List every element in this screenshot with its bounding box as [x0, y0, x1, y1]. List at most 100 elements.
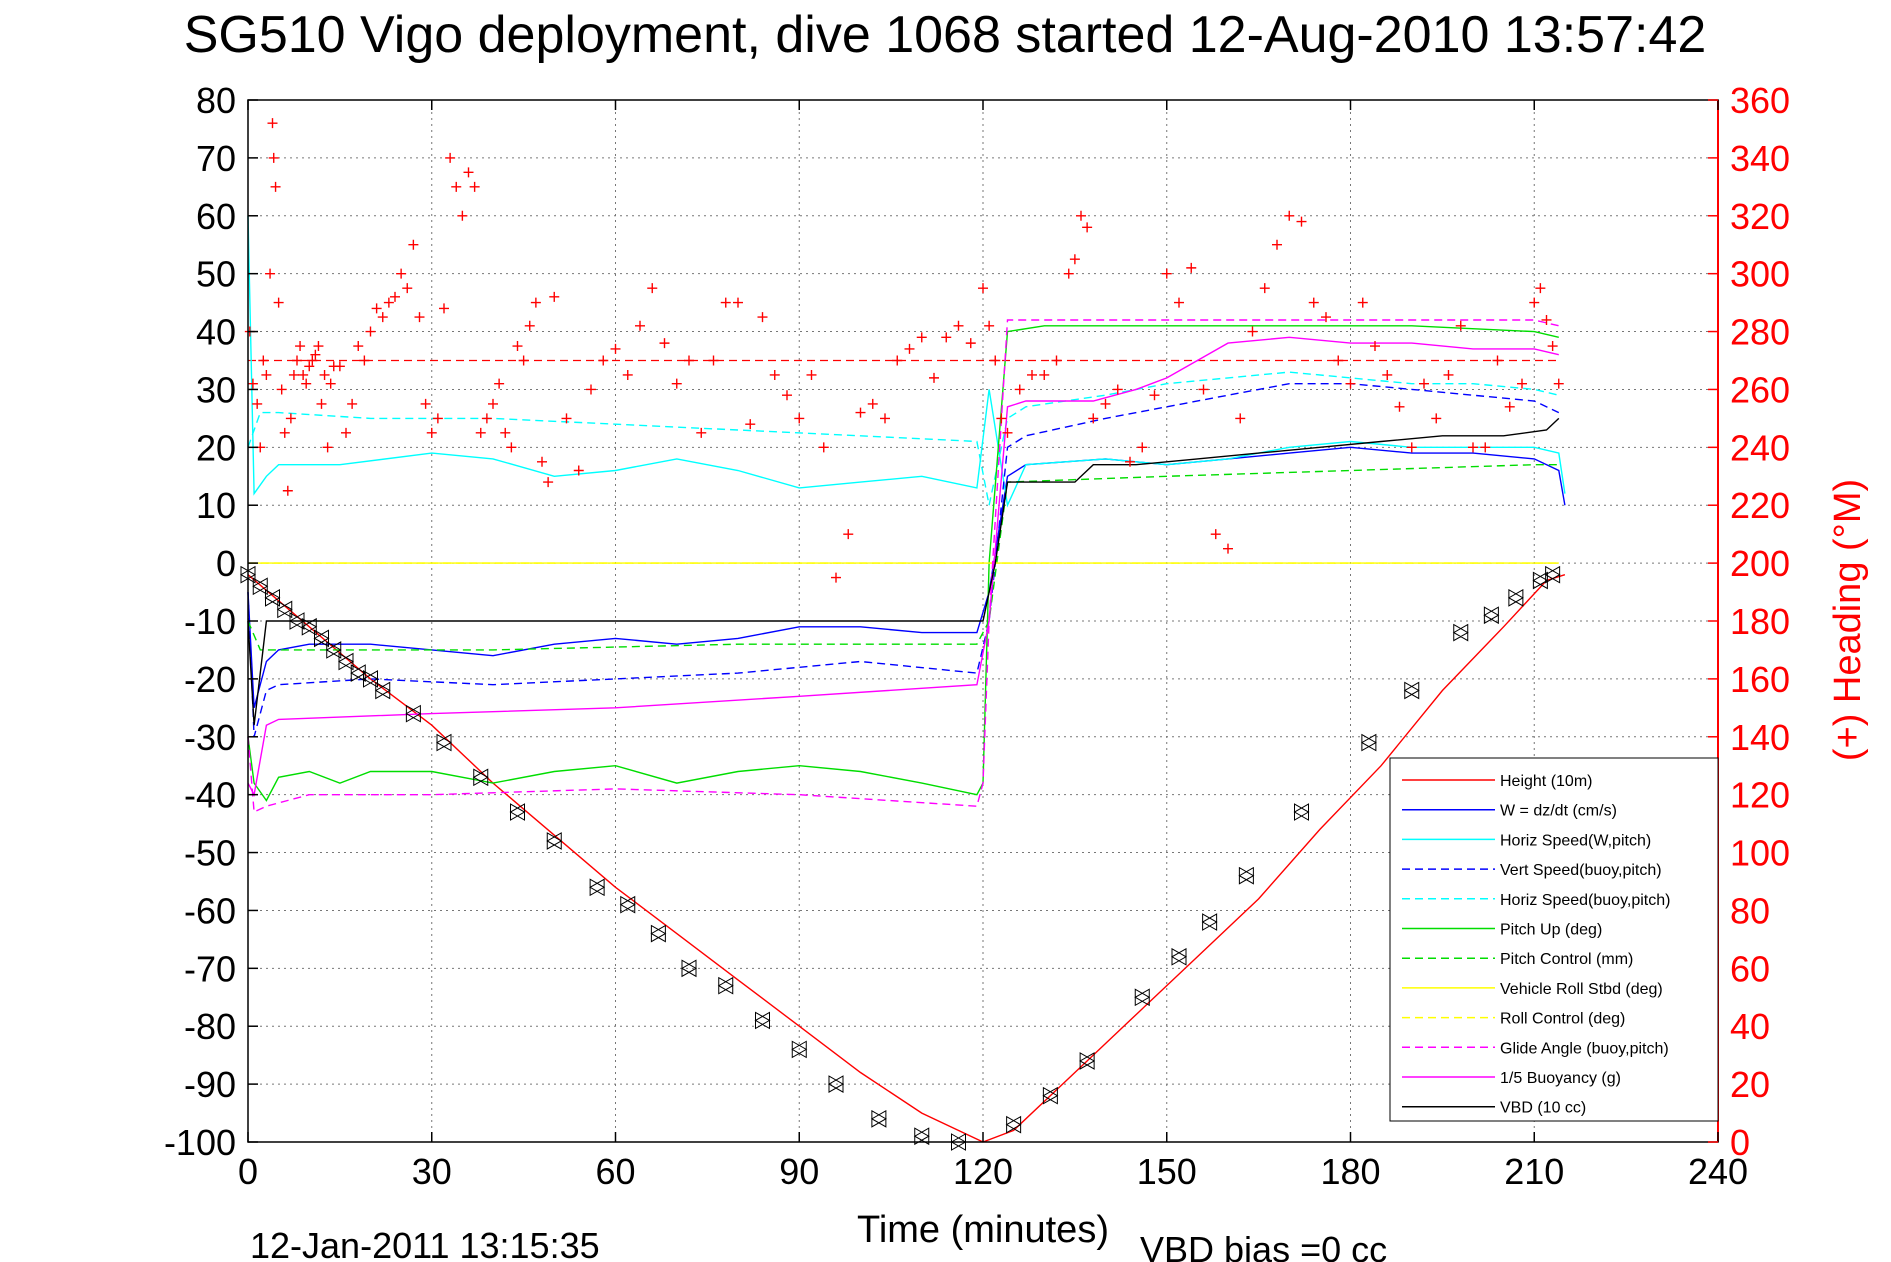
x-axis-label: Time (minutes): [857, 1209, 1109, 1251]
chart-title: SG510 Vigo deployment, dive 1068 started…: [184, 6, 1707, 64]
heading-point: [892, 355, 903, 366]
heading-point: [1272, 239, 1282, 250]
legend-label: W = dz/dt (cm/s): [1500, 803, 1617, 820]
heading-point: [402, 283, 413, 294]
y2-tick-label: 0: [1730, 1122, 1750, 1163]
heading-point: [319, 369, 330, 380]
y-tick-label: -40: [184, 775, 236, 816]
heading-point: [439, 303, 449, 314]
x-tick-label: 240: [1688, 1151, 1748, 1192]
heading-point: [953, 320, 964, 331]
dive-marker: [680, 959, 698, 978]
dive-marker: [325, 641, 342, 659]
heading-point: [353, 341, 364, 352]
heading-point: [561, 413, 572, 424]
x-tick-label: 30: [412, 1151, 452, 1192]
heading-point: [684, 355, 694, 366]
heading-point: [782, 390, 792, 401]
series-line: [247, 446, 1566, 708]
y-tick-label: -90: [184, 1064, 236, 1105]
y2-tick-label: 360: [1730, 80, 1790, 121]
y2-tick-label: 180: [1730, 601, 1790, 642]
heading-point: [396, 268, 407, 279]
legend-label: Roll Control (deg): [1500, 1011, 1625, 1028]
heading-point: [276, 384, 287, 395]
heading-point: [426, 427, 437, 438]
heading-point: [831, 572, 841, 583]
heading-point: [1247, 326, 1258, 337]
dive-marker: [264, 588, 281, 607]
y2-tick-label: 160: [1730, 659, 1790, 700]
heading-point: [1468, 442, 1478, 453]
dive-marker: [1079, 1052, 1096, 1070]
heading-point: [1419, 378, 1429, 389]
heading-point: [855, 407, 866, 418]
dive-marker: [870, 1109, 887, 1128]
y-tick-label: -30: [184, 717, 236, 758]
dive-marker: [1452, 623, 1469, 642]
heading-point: [451, 181, 462, 192]
legend-label: Horiz Speed(buoy,pitch): [1500, 892, 1670, 909]
heading-point: [500, 427, 511, 438]
heading-point: [733, 297, 743, 308]
heading-point: [273, 297, 284, 308]
heading-point: [1535, 283, 1546, 294]
heading-point: [1333, 355, 1344, 366]
heading-point: [304, 361, 315, 372]
heading-point: [313, 341, 324, 352]
heading-point: [598, 355, 609, 366]
heading-point: [1321, 312, 1331, 323]
y2-tick-label: 300: [1730, 254, 1790, 295]
footer-vbd-bias: VBD bias =0 cc: [1140, 1229, 1387, 1262]
heading-point: [1259, 283, 1270, 294]
legend-label: Glide Angle (buoy,pitch): [1500, 1040, 1669, 1057]
dive-marker: [276, 600, 293, 619]
y2-tick-label: 320: [1730, 196, 1790, 237]
legend-label: Pitch Up (deg): [1500, 922, 1602, 939]
dive-marker: [337, 652, 355, 671]
dive-marker: [913, 1127, 930, 1146]
heading-point: [622, 369, 633, 380]
heading-point: [316, 398, 327, 409]
heading-point: [794, 413, 805, 424]
heading-point: [1088, 413, 1099, 424]
heading-point: [475, 427, 486, 438]
heading-point: [1235, 413, 1246, 424]
dive-marker: [791, 1040, 808, 1059]
heading-point: [1382, 369, 1393, 380]
heading-point: [1186, 262, 1197, 273]
heading-point: [1443, 369, 1454, 380]
y-tick-label: 40: [196, 312, 236, 353]
y2-tick-label: 100: [1730, 833, 1790, 874]
y-tick-label: -60: [184, 890, 236, 931]
heading-point: [1039, 369, 1050, 380]
legend-label: Pitch Control (mm): [1500, 951, 1633, 968]
heading-point: [1553, 378, 1564, 389]
heading-point: [282, 485, 293, 496]
heading-point: [1357, 297, 1368, 308]
heading-point: [1027, 369, 1037, 380]
dive-marker: [301, 617, 318, 636]
heading-point: [383, 297, 394, 308]
series-line: [247, 325, 1559, 802]
heading-point: [1517, 378, 1527, 389]
heading-point: [1149, 390, 1160, 401]
heading-point: [1161, 268, 1172, 279]
heading-point: [573, 465, 584, 476]
heading-point: [377, 312, 388, 323]
dive-marker: [1042, 1086, 1059, 1105]
heading-point: [1002, 427, 1013, 438]
y-tick-label: 70: [196, 138, 236, 179]
heading-point: [1541, 314, 1552, 325]
heading-point: [1082, 222, 1093, 233]
dive-marker: [1134, 988, 1151, 1007]
legend-label: Horiz Speed(W,pitch): [1500, 832, 1651, 849]
heading-point: [530, 297, 541, 308]
right-axis-label: (+) Heading (°M): [1827, 479, 1869, 761]
heading-point: [965, 338, 976, 349]
heading-point: [268, 152, 279, 163]
y2-tick-label: 280: [1730, 312, 1790, 353]
dive-marker: [619, 895, 636, 914]
heading-point: [537, 456, 547, 467]
heading-point: [1529, 297, 1540, 308]
